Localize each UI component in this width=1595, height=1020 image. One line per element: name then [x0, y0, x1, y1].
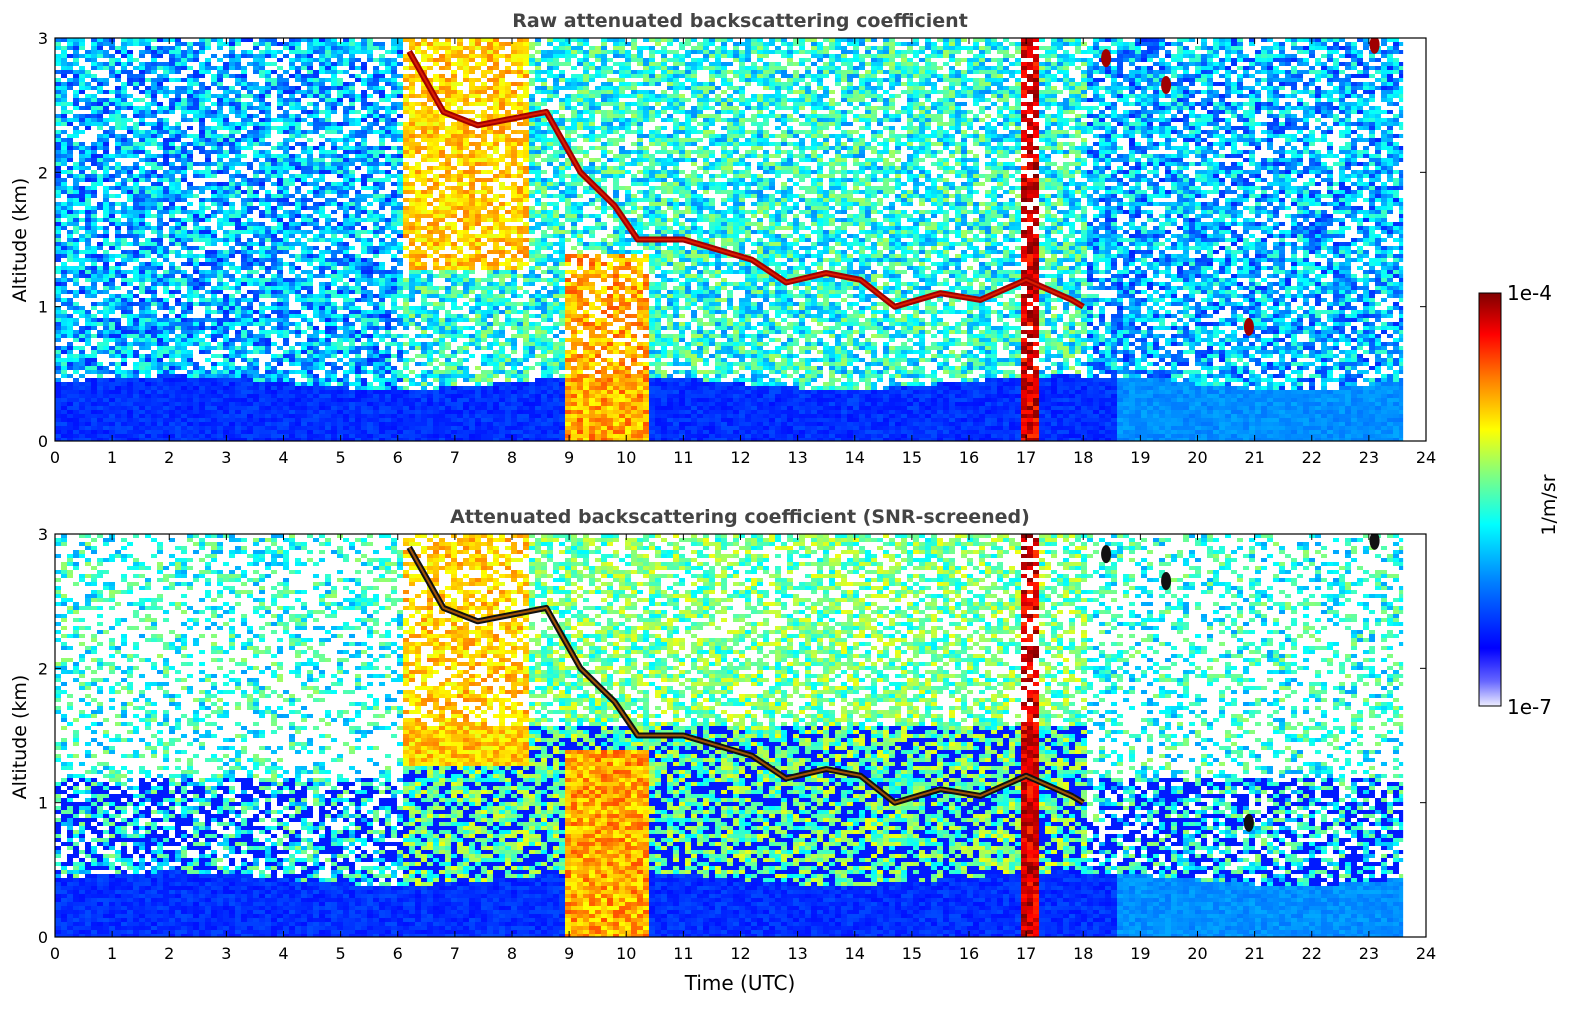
cloud-patch [1161, 572, 1172, 591]
x-tick-label: 1 [107, 944, 117, 963]
no-data-region [1403, 38, 1426, 441]
x-tick-label: 7 [450, 944, 460, 963]
x-tick-label: 14 [845, 944, 865, 963]
screened-x-ticks: 0 1 2 3 4 5 6 7 8 9 10 11 12 13 14 15 16 17 18 19 20 21 22 23 24 [50, 534, 1436, 963]
screened-y-ticks: 0 1 2 3 [38, 525, 1426, 947]
cloud-patch [1243, 813, 1254, 832]
x-tick-label: 16 [959, 944, 979, 963]
cloud-patch [1101, 49, 1112, 68]
colorbar-max-label: 1e-4 [1507, 281, 1552, 305]
x-tick-label: 4 [278, 448, 288, 467]
x-tick-label: 12 [730, 944, 750, 963]
x-axis-label: Time (UTC) [684, 971, 796, 995]
x-tick-label: 11 [673, 448, 693, 467]
y-tick-label: 2 [38, 659, 48, 678]
x-tick-label: 13 [787, 944, 807, 963]
x-tick-label: 12 [730, 448, 750, 467]
x-tick-label: 24 [1416, 448, 1436, 467]
x-tick-label: 17 [1016, 448, 1036, 467]
x-tick-label: 11 [673, 944, 693, 963]
x-tick-label: 21 [1244, 944, 1264, 963]
x-tick-label: 10 [616, 944, 636, 963]
raw-y-ticks: 0 1 2 3 [38, 29, 1426, 451]
x-tick-label: 15 [902, 944, 922, 963]
cloud-patch [1243, 317, 1254, 336]
x-tick-label: 9 [564, 448, 574, 467]
cloud-base-core [408, 50, 1084, 308]
raw-panel: Raw attenuated backscattering coefficien… [9, 10, 1436, 467]
x-tick-label: 21 [1244, 448, 1264, 467]
x-tick-label: 19 [1130, 448, 1150, 467]
x-tick-label: 8 [507, 448, 517, 467]
cloud-patch [1369, 534, 1380, 550]
screened-heatmap-area [55, 534, 1426, 937]
x-tick-label: 0 [50, 944, 60, 963]
x-tick-label: 5 [336, 944, 346, 963]
x-tick-label: 6 [393, 448, 403, 467]
x-tick-label: 5 [336, 448, 346, 467]
raw-x-ticks: 0 1 2 3 4 5 6 7 8 9 10 11 12 13 14 15 16 17 18 19 20 21 22 23 24 [50, 38, 1436, 467]
x-tick-label: 7 [450, 448, 460, 467]
x-tick-label: 10 [616, 448, 636, 467]
x-tick-label: 20 [1187, 944, 1207, 963]
x-tick-label: 0 [50, 448, 60, 467]
y-tick-label: 3 [38, 29, 48, 48]
x-tick-label: 23 [1359, 448, 1379, 467]
x-tick-label: 22 [1302, 448, 1322, 467]
raw-y-axis-label: Altitude (km) [9, 178, 31, 303]
colorbar: 1e-4 1e-7 1/m/sr [1478, 281, 1560, 719]
y-tick-label: 2 [38, 163, 48, 182]
y-tick-label: 0 [38, 928, 48, 947]
screened-panel-title: Attenuated backscattering coefficient (S… [450, 506, 1030, 528]
x-tick-label: 18 [1073, 448, 1093, 467]
x-tick-label: 14 [845, 448, 865, 467]
x-tick-label: 9 [564, 944, 574, 963]
no-data-region [1403, 534, 1426, 937]
x-tick-label: 23 [1359, 944, 1379, 963]
raw-heatmap-area [55, 38, 1426, 441]
x-tick-label: 1 [107, 448, 117, 467]
colorbar-gradient [1478, 292, 1502, 707]
x-tick-label: 22 [1302, 944, 1322, 963]
y-tick-label: 0 [38, 432, 48, 451]
x-tick-label: 17 [1016, 944, 1036, 963]
x-tick-label: 3 [221, 944, 231, 963]
x-tick-label: 20 [1187, 448, 1207, 467]
y-tick-label: 1 [38, 794, 48, 813]
x-tick-label: 6 [393, 944, 403, 963]
x-tick-label: 4 [278, 944, 288, 963]
cloud-patch [1161, 76, 1172, 95]
screened-panel: Attenuated backscattering coefficient (S… [9, 506, 1436, 995]
cloud-patch [1101, 545, 1112, 564]
y-tick-label: 3 [38, 525, 48, 544]
x-tick-label: 19 [1130, 944, 1150, 963]
cloud-patch [1369, 38, 1380, 54]
raw-panel-title: Raw attenuated backscattering coefficien… [512, 10, 968, 32]
x-tick-label: 3 [221, 448, 231, 467]
screened-y-axis-label: Altitude (km) [9, 675, 31, 800]
y-tick-label: 1 [38, 298, 48, 317]
x-tick-label: 18 [1073, 944, 1093, 963]
x-tick-label: 2 [164, 448, 174, 467]
x-tick-label: 24 [1416, 944, 1436, 963]
x-tick-label: 15 [902, 448, 922, 467]
x-tick-label: 16 [959, 448, 979, 467]
colorbar-min-label: 1e-7 [1507, 695, 1552, 719]
x-tick-label: 8 [507, 944, 517, 963]
x-tick-label: 2 [164, 944, 174, 963]
colorbar-unit-label: 1/m/sr [1538, 474, 1560, 535]
cloud-base-core [408, 546, 1084, 804]
x-tick-label: 13 [787, 448, 807, 467]
